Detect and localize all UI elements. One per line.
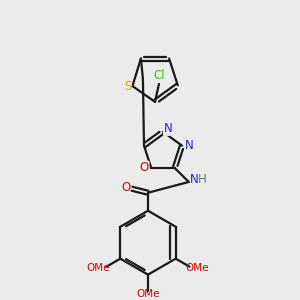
Text: O: O [140,161,149,175]
Text: N: N [184,139,193,152]
Text: OMe: OMe [186,263,209,273]
Text: H: H [198,173,207,187]
Text: S: S [124,80,131,93]
Text: N: N [164,122,172,135]
Text: Cl: Cl [153,69,165,82]
Text: OMe: OMe [136,289,160,298]
Text: O: O [122,181,131,194]
Text: N: N [190,173,199,187]
Text: OMe: OMe [87,263,110,273]
